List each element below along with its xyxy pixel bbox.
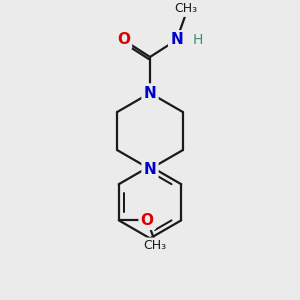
Text: N: N	[144, 85, 156, 100]
Text: O: O	[117, 32, 130, 47]
Text: CH₃: CH₃	[175, 2, 198, 15]
Text: N: N	[170, 32, 183, 47]
Text: CH₃: CH₃	[143, 239, 167, 252]
Text: O: O	[141, 213, 154, 228]
Text: N: N	[144, 161, 156, 176]
Text: H: H	[192, 33, 203, 47]
